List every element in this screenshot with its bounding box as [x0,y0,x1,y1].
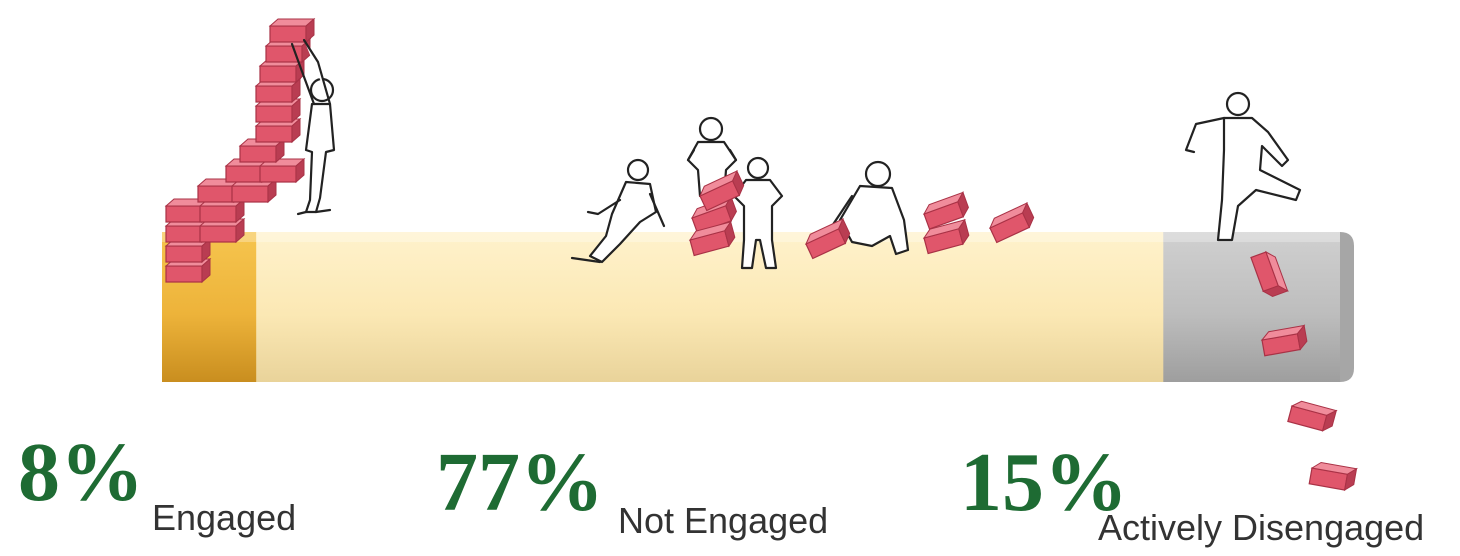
brick-icon [922,191,969,230]
brick-icon [268,17,316,44]
illustration [164,17,1358,492]
brick-icon [805,217,851,260]
brick-icon [1250,250,1289,297]
kicking-figure-illustration [1184,91,1302,242]
brick-wall-illustration [164,17,316,284]
lounging-figure-illustration [570,158,666,264]
brick-icon [1287,400,1338,432]
bar-highlight-actively-disengaged [1163,232,1341,242]
category-label-engaged: Engaged [152,497,296,538]
value-label-actively-disengaged: 15% [960,436,1128,529]
brick-icon [1308,461,1358,492]
brick-icon [1260,324,1308,357]
brick-icon [699,169,745,212]
brick-icon [688,220,736,257]
hands-on-hips-figure-illustration [732,156,784,270]
category-label-not-engaged: Not Engaged [618,500,828,541]
stacked-bar [162,232,1354,382]
bar-segment-actively-disengaged [1163,232,1341,382]
scattered-bricks-illustration [688,169,1358,492]
value-labels: 8% Engaged 77% Not Engaged 15%Actively Disen… [18,426,1424,548]
bar-segment-not-engaged [256,232,1164,382]
category-label-actively-disengaged: Actively Disengaged [1098,507,1424,548]
value-label-engaged: 8% [18,426,144,519]
brick-icon [164,257,212,284]
bar-end-cap [1340,232,1354,382]
value-label-not-engaged: 77% [436,436,604,529]
builder-figure-illustration [290,38,336,216]
brick-icon [922,218,970,255]
brick-icon [164,237,212,264]
brick-icon [989,201,1035,244]
